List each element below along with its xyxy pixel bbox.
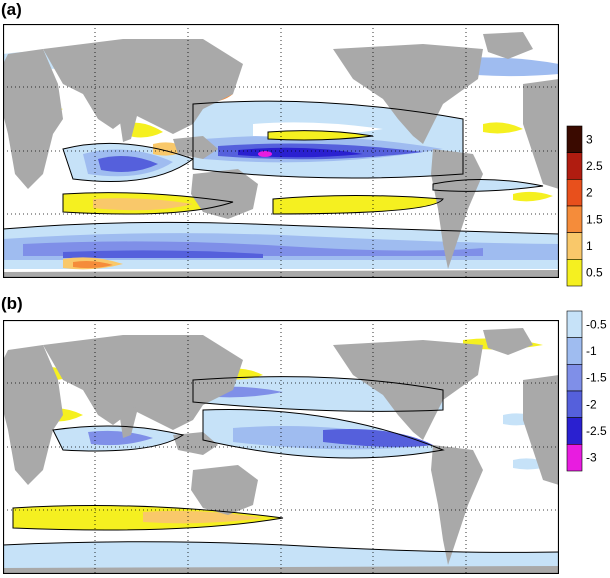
colorbar-negative-tick-label: -2.5	[586, 424, 607, 438]
land-masses	[3, 328, 559, 574]
map-frame	[3, 320, 559, 574]
colorbar-negative-tick-label: -3	[586, 451, 597, 465]
colorbar-positive: 3 2.5 2 1.5 1 0.5	[566, 125, 603, 287]
colorbar-positive-swatch	[566, 152, 583, 180]
colorbar-positive-tick-label: 1.5	[586, 212, 603, 226]
colorbar-negative: -0.5 -1 -1.5 -2 -2.5 -3	[566, 310, 607, 472]
colorbar-positive-tick-label: 1	[586, 239, 593, 253]
colorbar-negative-swatch	[566, 444, 583, 472]
contour-lines	[3, 376, 559, 553]
colorbar-negative-swatch	[566, 310, 583, 338]
colorbar-positive-swatch	[566, 232, 583, 260]
colorbar-positive-swatch	[566, 205, 583, 233]
map-frame	[3, 24, 559, 278]
map-panel-a	[3, 24, 559, 278]
map-grid	[3, 24, 559, 278]
colorbar-negative-swatch	[566, 337, 583, 365]
colorbar-positive-swatch	[566, 259, 583, 287]
panel-a-label: (a)	[1, 0, 22, 19]
colorbar-negative-tick-label: -0.5	[586, 317, 607, 331]
colorbar-positive-tick-label: 2	[586, 186, 593, 200]
colorbar-positive-tick-label: 2.5	[586, 159, 603, 173]
colorbar-positive-tick-label: 0.5	[586, 266, 603, 280]
map-panel-b	[3, 320, 559, 574]
map-grid	[3, 320, 559, 574]
colorbar-negative-swatch	[566, 364, 583, 392]
colorbar-negative-tick-label: -1.5	[586, 371, 607, 385]
panel-b-label: (b)	[1, 294, 23, 313]
colorbar-positive-swatch	[566, 179, 583, 207]
colorbar-positive-swatch	[566, 125, 583, 153]
colorbar-negative-tick-label: -1	[586, 344, 597, 358]
colorbar-positive-tick-label: 3	[586, 132, 593, 146]
colorbar-negative-swatch	[566, 417, 583, 445]
contour-lines	[3, 100, 559, 235]
colorbar-negative-tick-label: -2	[586, 397, 597, 411]
colorbar-negative-swatch	[566, 390, 583, 418]
